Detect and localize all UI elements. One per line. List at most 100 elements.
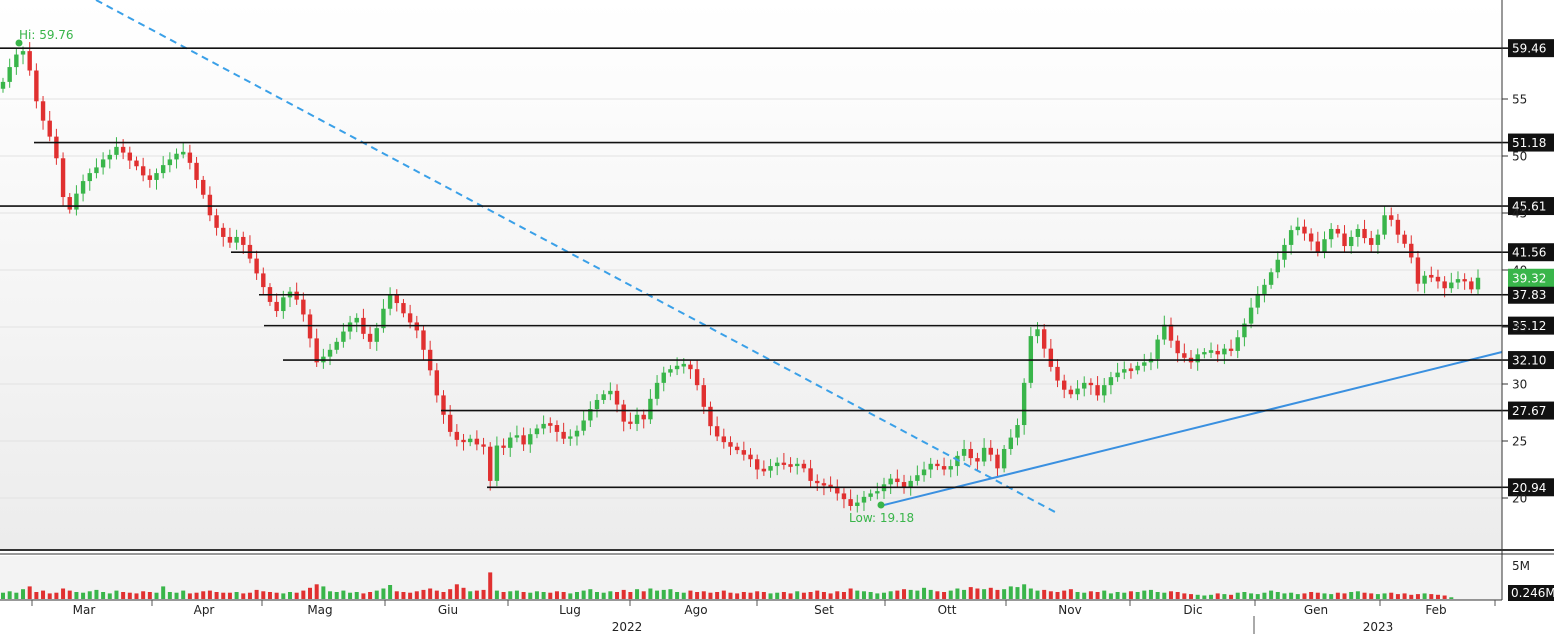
volume-bar	[234, 592, 239, 599]
level-label: 35.12	[1512, 319, 1546, 333]
candle-body	[975, 458, 980, 462]
candle-body	[641, 414, 646, 420]
volume-bar	[895, 590, 900, 599]
volume-bar	[1015, 587, 1020, 599]
candle-body	[561, 431, 566, 439]
volume-bar	[1389, 592, 1394, 599]
candle-body	[614, 390, 620, 405]
volume-bar	[514, 590, 519, 599]
level-label-box	[1508, 197, 1554, 216]
candle-body	[701, 385, 706, 407]
candle-body	[608, 390, 613, 395]
candle-body	[1308, 233, 1314, 242]
volume-bar	[1409, 594, 1414, 599]
candle-body	[594, 399, 600, 410]
volume-bar	[494, 590, 499, 599]
y-tick-label: 50	[1512, 150, 1527, 164]
candle-body	[394, 295, 399, 304]
candle-body	[341, 331, 346, 342]
candle-body	[1162, 324, 1167, 340]
volume-bar	[461, 587, 466, 599]
candle-body	[835, 486, 840, 494]
volume-bar	[1422, 593, 1427, 599]
level-label-box	[1508, 243, 1554, 262]
candle-body	[1095, 385, 1100, 396]
candle-body	[941, 466, 947, 470]
volume-bars	[1, 572, 1454, 599]
volume-bar	[928, 589, 933, 599]
volume-bar	[154, 592, 159, 599]
candle-body	[728, 442, 733, 447]
volume-bar	[1249, 593, 1254, 599]
candle-body	[534, 428, 540, 435]
candle-body	[801, 463, 807, 469]
volume-bar	[441, 592, 446, 599]
volume-bar	[7, 591, 12, 599]
candle-body	[581, 420, 586, 431]
uptrend-line	[879, 351, 1503, 507]
candle-body	[1168, 324, 1174, 341]
candle-body	[107, 154, 112, 160]
volume-bar	[221, 592, 226, 599]
candle-body	[721, 436, 727, 443]
candle-body	[227, 236, 233, 243]
candle-body	[1455, 279, 1461, 283]
candle-body	[221, 227, 226, 237]
volume-bar	[821, 592, 826, 599]
volume-bar	[781, 592, 786, 599]
candle-body	[514, 435, 520, 438]
x-month-label: Feb	[1425, 603, 1446, 617]
last-price-tag: 39.32	[1508, 268, 1554, 287]
volume-bar	[581, 590, 586, 599]
support-resistance-levels: 59.46 51.18 45.61 41.56 37.83 35.12 32.10 27.67…	[0, 39, 1554, 497]
volume-bar	[548, 592, 553, 599]
candle-body	[407, 313, 413, 323]
volume-bar	[968, 587, 973, 599]
volume-bar	[1369, 593, 1374, 599]
volume-bar	[1402, 593, 1407, 599]
downtrend-line	[95, 0, 1056, 513]
y-tick-label: 30	[1512, 378, 1527, 392]
volume-bar	[995, 589, 1000, 599]
volume-bar	[1435, 594, 1440, 599]
candle-body	[668, 369, 673, 373]
candle-body	[1262, 284, 1267, 294]
candle-body	[1288, 230, 1294, 245]
candle-body	[140, 166, 146, 176]
high-marker	[15, 39, 23, 47]
volume-bar	[1215, 593, 1220, 599]
candle-body	[1395, 219, 1401, 235]
volume-bar	[588, 589, 593, 599]
volume-bar	[1275, 592, 1280, 599]
candle-body	[1182, 353, 1187, 358]
candle-body	[748, 454, 753, 460]
volume-bar	[1095, 592, 1100, 599]
volume-bar	[428, 588, 433, 599]
volume-bar	[1342, 593, 1347, 599]
candle-body	[508, 437, 513, 448]
volume-bar	[1055, 592, 1060, 599]
volume-bar	[34, 592, 39, 599]
volume-bar	[1349, 592, 1354, 599]
candle-body	[1442, 281, 1447, 289]
volume-bar	[554, 591, 559, 599]
volume-bar	[321, 586, 326, 599]
volume-bar	[1135, 592, 1140, 599]
volume-bar	[601, 592, 606, 599]
candle-body	[1001, 448, 1007, 469]
volume-bar	[688, 590, 693, 599]
volume-bar	[848, 588, 853, 599]
volume-bar	[1175, 592, 1180, 599]
volume-bar	[902, 589, 907, 599]
candle-body	[294, 291, 299, 300]
volume-last-box	[1508, 585, 1554, 601]
x-month-label: Apr	[194, 603, 215, 617]
candle-body	[761, 468, 767, 472]
candle-body	[648, 398, 653, 420]
candle-body	[100, 159, 106, 168]
candle-body	[7, 67, 12, 82]
volume-bar	[641, 591, 646, 599]
volume-bar	[1309, 592, 1314, 599]
candle-body	[314, 338, 319, 363]
volume-bar	[388, 585, 393, 599]
